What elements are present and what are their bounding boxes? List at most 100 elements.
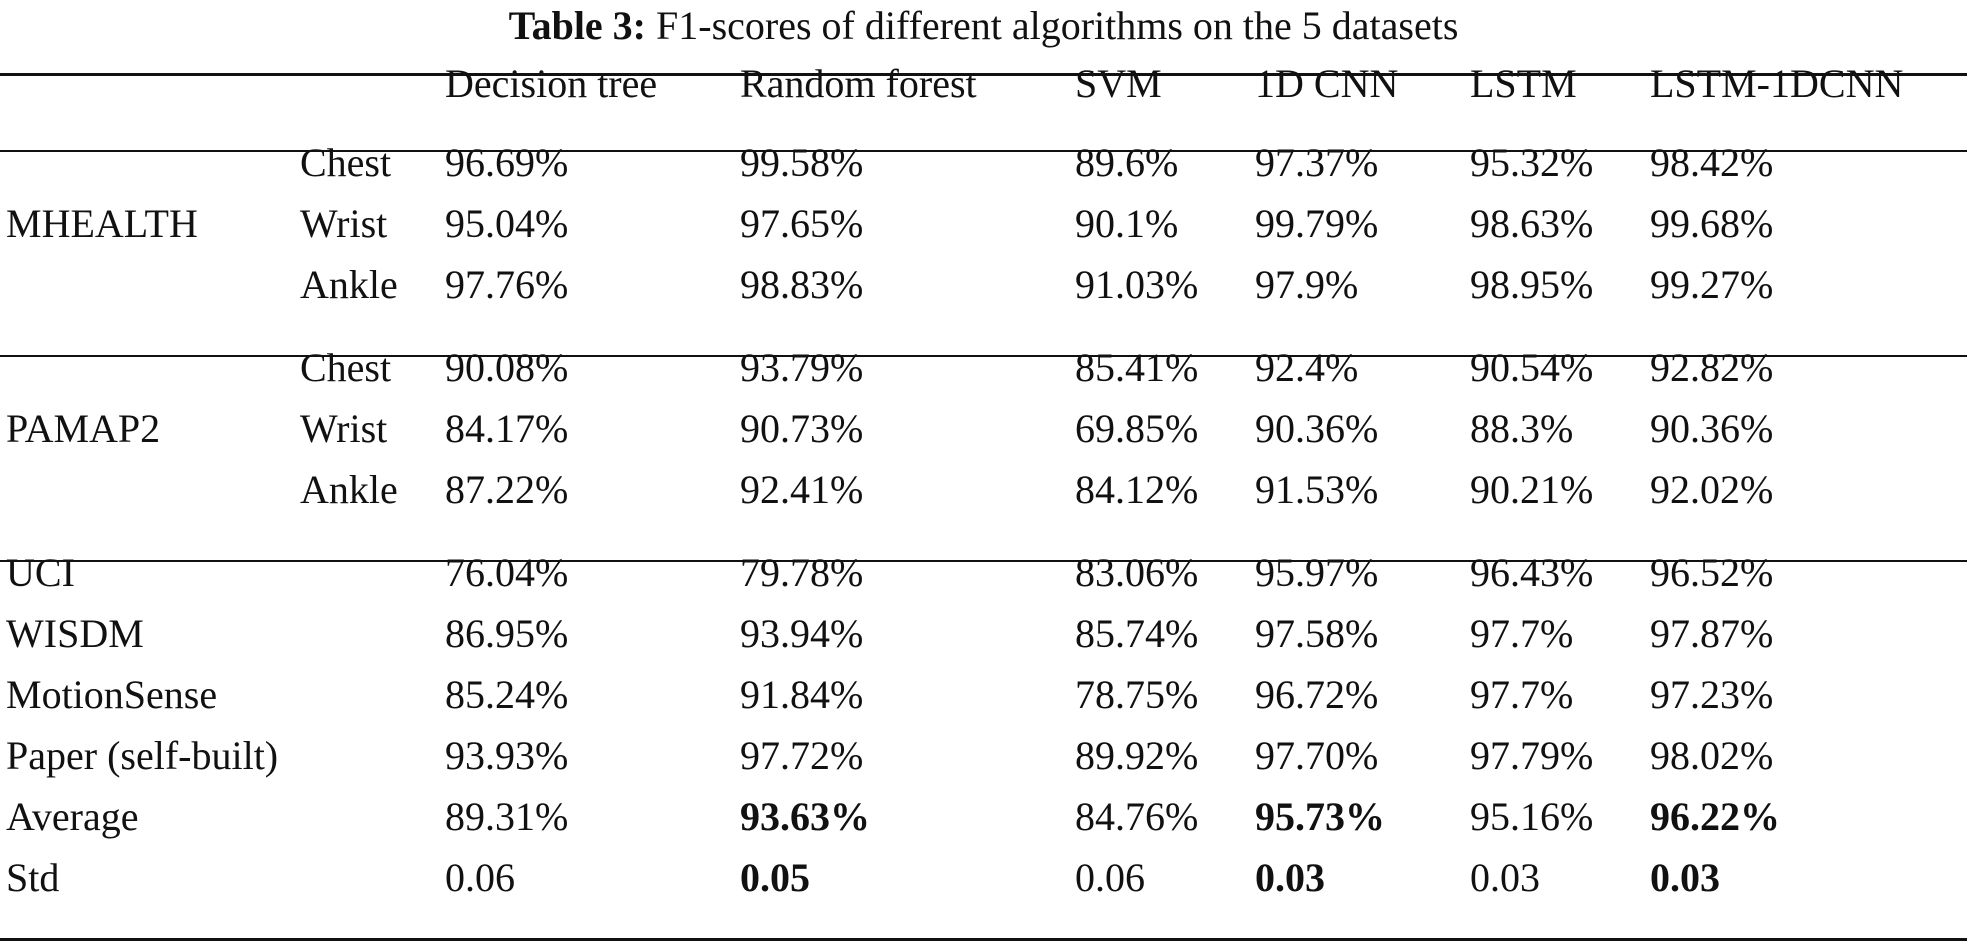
table-cell: 79.78%: [740, 550, 864, 595]
table-cell: 0.06: [1075, 855, 1145, 900]
table-cell: 99.27%: [1650, 262, 1774, 307]
sensor-position-label: Chest: [300, 345, 392, 390]
table-cell: 84.17%: [445, 406, 569, 451]
dataset-label: MotionSense: [6, 672, 218, 717]
table-cell: 96.43%: [1470, 550, 1594, 595]
table-cell: 99.68%: [1650, 201, 1774, 246]
dataset-label: PAMAP2: [6, 406, 161, 451]
sensor-position-label: Ankle: [300, 467, 398, 512]
dataset-label: MHEALTH: [6, 201, 198, 246]
table-cell: 87.22%: [445, 467, 569, 512]
sensor-position-label: Wrist: [300, 406, 388, 451]
table-cell: 92.02%: [1650, 467, 1774, 512]
table-cell: 90.36%: [1650, 406, 1774, 451]
table-cell: 97.9%: [1255, 262, 1359, 307]
table-cell: 91.84%: [740, 672, 864, 717]
table-cell: 92.82%: [1650, 345, 1774, 390]
table-cell: 85.41%: [1075, 345, 1199, 390]
table-cell: 93.93%: [445, 733, 569, 778]
table-cell: 95.04%: [445, 201, 569, 246]
table-caption: Table 3: F1-scores of different algorith…: [0, 0, 1967, 52]
table-cell: 90.54%: [1470, 345, 1594, 390]
table-cell: 93.79%: [740, 345, 864, 390]
table-cell: 96.69%: [445, 140, 569, 185]
table-caption-label: Table 3:: [508, 3, 647, 48]
table-cell: 85.74%: [1075, 611, 1199, 656]
table-cell: 98.42%: [1650, 140, 1774, 185]
dataset-label: Paper (self-built): [6, 733, 279, 778]
table-cell: 76.04%: [445, 550, 569, 595]
table-cell: 92.4%: [1255, 345, 1359, 390]
dataset-label: WISDM: [6, 611, 144, 656]
table-cell: 95.32%: [1470, 140, 1594, 185]
table-cell: 98.63%: [1470, 201, 1594, 246]
table-cell: 78.75%: [1075, 672, 1199, 717]
table-cell: 98.95%: [1470, 262, 1594, 307]
table-rule: [0, 938, 1967, 941]
table-rule: [0, 150, 1967, 152]
table-rule: [0, 73, 1967, 76]
table-cell: 93.94%: [740, 611, 864, 656]
table-cell: 97.58%: [1255, 611, 1379, 656]
table-cell: 99.58%: [740, 140, 864, 185]
table-caption-text: F1-scores of different algorithms on the…: [656, 3, 1459, 48]
table-cell: 0.06: [445, 855, 515, 900]
table-cell: 89.31%: [445, 794, 569, 839]
table-cell: 0.03: [1650, 855, 1720, 900]
table-cell: 96.22%: [1650, 794, 1780, 839]
table-cell: 86.95%: [445, 611, 569, 656]
dataset-label: Average: [6, 794, 139, 839]
column-header: LSTM-1DCNN: [1650, 61, 1904, 106]
table-cell: 95.73%: [1255, 794, 1385, 839]
table-cell: 97.70%: [1255, 733, 1379, 778]
column-header: 1D CNN: [1255, 61, 1399, 106]
table-cell: 92.41%: [740, 467, 864, 512]
sensor-position-label: Ankle: [300, 262, 398, 307]
table-cell: 97.23%: [1650, 672, 1774, 717]
table-cell: 95.97%: [1255, 550, 1379, 595]
dataset-label: Std: [6, 855, 60, 900]
table-cell: 97.7%: [1470, 672, 1574, 717]
column-header: LSTM: [1470, 61, 1577, 106]
table-cell: 97.65%: [740, 201, 864, 246]
table-cell: 0.05: [740, 855, 810, 900]
table-cell: 89.92%: [1075, 733, 1199, 778]
table-rule: [0, 560, 1967, 562]
table-cell: 69.85%: [1075, 406, 1199, 451]
table-rule: [0, 355, 1967, 357]
table-cell: 98.83%: [740, 262, 864, 307]
table-cell: 90.08%: [445, 345, 569, 390]
table-cell: 91.53%: [1255, 467, 1379, 512]
table-cell: 97.7%: [1470, 611, 1574, 656]
table-cell: 90.1%: [1075, 201, 1179, 246]
table-cell: 96.52%: [1650, 550, 1774, 595]
dataset-label: UCI: [6, 550, 75, 595]
sensor-position-label: Chest: [300, 140, 392, 185]
table-cell: 97.72%: [740, 733, 864, 778]
table-cell: 99.79%: [1255, 201, 1379, 246]
table-cell: 90.73%: [740, 406, 864, 451]
table-cell: 97.37%: [1255, 140, 1379, 185]
sensor-position-label: Wrist: [300, 201, 388, 246]
table-cell: 93.63%: [740, 794, 870, 839]
table-cell: 97.76%: [445, 262, 569, 307]
column-header: SVM: [1075, 61, 1162, 106]
table-cell: 83.06%: [1075, 550, 1199, 595]
table-cell: 84.76%: [1075, 794, 1199, 839]
table-cell: 97.79%: [1470, 733, 1594, 778]
table-cell: 84.12%: [1075, 467, 1199, 512]
table-cell: 0.03: [1470, 855, 1540, 900]
table-cell: 90.21%: [1470, 467, 1594, 512]
table-cell: 89.6%: [1075, 140, 1179, 185]
column-header: Decision tree: [445, 61, 658, 106]
table-cell: 96.72%: [1255, 672, 1379, 717]
table-cell: 95.16%: [1470, 794, 1594, 839]
column-header: Random forest: [740, 61, 977, 106]
table-cell: 90.36%: [1255, 406, 1379, 451]
table-cell: 88.3%: [1470, 406, 1574, 451]
table-cell: 91.03%: [1075, 262, 1199, 307]
table-cell: 98.02%: [1650, 733, 1774, 778]
table-cell: 85.24%: [445, 672, 569, 717]
table-cell: 0.03: [1255, 855, 1325, 900]
table-cell: 97.87%: [1650, 611, 1774, 656]
